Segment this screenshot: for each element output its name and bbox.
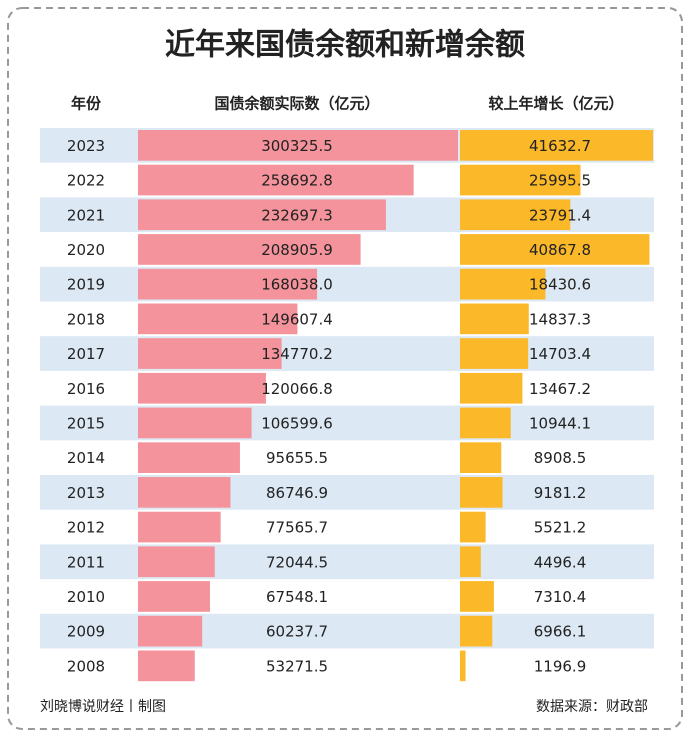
bar [138,303,298,335]
category-label: 2011 [67,553,105,571]
bar [460,303,529,335]
category-label: 2017 [67,345,105,363]
bar [460,442,502,473]
bar [460,546,481,578]
bar [138,546,215,578]
value-label: 41632.7 [529,137,591,155]
bar [138,442,240,473]
value-label: 60237.7 [266,623,328,641]
value-label: 86746.9 [266,484,328,502]
bar [138,199,386,231]
category-label: 2019 [67,276,105,294]
value-label: 8908.5 [534,449,587,467]
category-label: 2013 [67,484,105,502]
bar [460,338,529,369]
value-label: 9181.2 [534,484,587,502]
category-label: 2021 [67,206,105,224]
value-label: 134770.2 [261,345,333,363]
bar [460,199,571,231]
value-label: 53271.5 [266,657,328,675]
bar [460,511,486,543]
category-label: 2010 [67,588,105,606]
bar [138,234,361,265]
value-label: 258692.8 [261,172,333,190]
value-label: 4496.4 [534,553,587,571]
category-label: 2014 [67,449,105,467]
bar [138,477,231,508]
value-label: 5521.2 [534,519,587,537]
bar [460,234,650,265]
value-label: 10944.1 [529,414,591,432]
value-label: 18430.6 [529,276,591,294]
value-label: 208905.9 [261,241,333,259]
bar [460,650,466,682]
bar [138,268,318,300]
bar [460,477,503,508]
bar [138,164,414,196]
value-label: 25995.5 [529,172,591,190]
value-label: 14703.4 [529,345,591,363]
bar [138,650,195,682]
value-label: 168038.0 [261,276,333,294]
category-label: 2016 [67,380,105,398]
chart-title: 近年来国债余额和新增余额 [165,28,525,63]
value-label: 120066.8 [261,380,333,398]
category-label: 2023 [67,137,105,155]
column-header: 年份 [71,95,102,113]
source: 数据来源：财政部 [536,699,648,715]
bar [460,268,546,300]
category-label: 2015 [67,414,105,432]
bar [460,615,493,647]
value-label: 67548.1 [266,588,328,606]
credit: 刘晓博说财经丨制图 [40,698,166,715]
value-label: 149607.4 [261,310,333,328]
value-label: 7310.4 [534,588,587,606]
bar [460,372,523,404]
value-label: 6966.1 [534,623,587,641]
value-label: 232697.3 [261,206,333,224]
category-label: 2020 [67,241,105,259]
value-label: 23791.4 [529,206,591,224]
bar [460,130,653,161]
bar [138,407,252,439]
bar [138,615,203,647]
value-label: 95655.5 [266,449,328,467]
category-label: 2009 [67,623,105,641]
bar [460,581,494,612]
value-label: 40867.8 [529,241,591,259]
column-header: 较上年增长（亿元） [488,95,623,113]
value-label: 77565.7 [266,519,328,537]
column-header: 国债余额实际数（亿元） [214,95,379,113]
value-label: 300325.5 [261,137,333,155]
category-label: 2012 [67,519,105,537]
value-label: 106599.6 [261,414,333,432]
category-label: 2018 [67,310,105,328]
value-label: 72044.5 [266,553,328,571]
category-label: 2008 [67,657,105,675]
value-label: 14837.3 [529,310,591,328]
bar [460,407,511,439]
bar [460,164,581,196]
bar [138,372,266,404]
value-label: 13467.2 [529,380,591,398]
bar [138,581,210,612]
bar [138,338,282,369]
category-label: 2022 [67,172,105,190]
bar [138,511,221,543]
bar [138,130,458,161]
value-label: 1196.9 [534,657,587,675]
